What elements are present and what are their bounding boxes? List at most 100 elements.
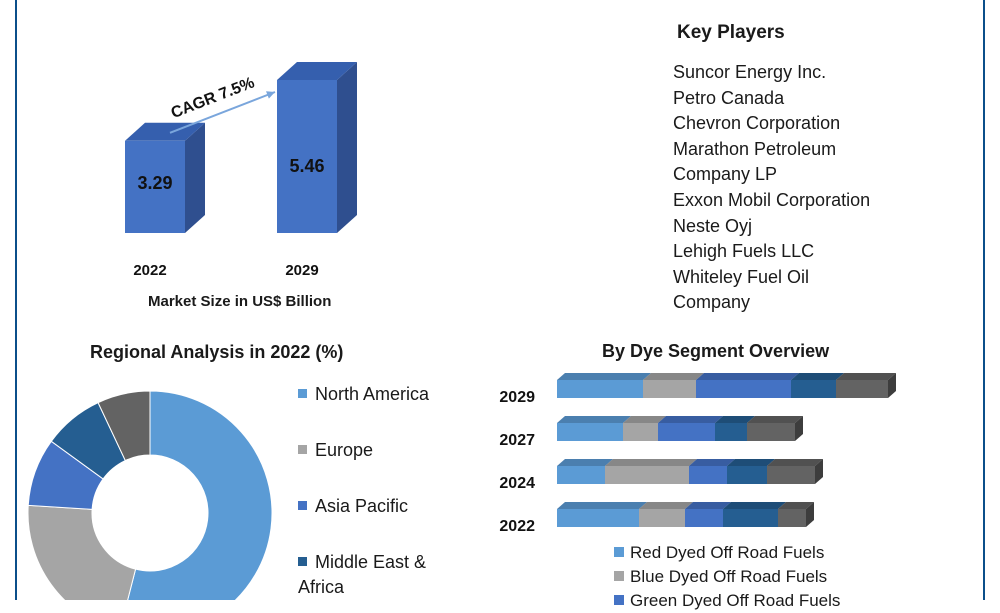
dye-segment-chart: 2029 2027 2024 2022 xyxy=(499,373,896,535)
dye-segment-bar xyxy=(791,380,836,398)
key-player-item: Company LP xyxy=(673,164,778,185)
donut-slice-other xyxy=(97,390,151,462)
dye-segment-top xyxy=(696,373,799,380)
dye-segment-top xyxy=(557,459,613,466)
dye-category-label: 2027 xyxy=(499,432,535,449)
dye-segment-title: By Dye Segment Overview xyxy=(602,341,830,361)
dye-legend-label: Green Dyed Off Road Fuels xyxy=(630,591,841,610)
key-player-item: Suncor Energy Inc. xyxy=(673,62,827,82)
key-player-item: Whiteley Fuel Oil xyxy=(673,266,810,287)
legend-item: Asia Pacific xyxy=(298,494,408,519)
legend-label: North America xyxy=(315,384,430,404)
dye-legend-item: Blue Dyed Off Road Fuels xyxy=(614,565,827,589)
left-border-rule xyxy=(15,0,17,600)
dye-segment-top xyxy=(836,373,896,380)
dye-segment-top xyxy=(778,502,814,509)
dye-segment-top xyxy=(658,416,723,423)
legend-swatch xyxy=(298,501,307,510)
bar-side-2022 xyxy=(185,122,205,233)
dye-legend-label: Blue Dyed Off Road Fuels xyxy=(630,567,828,586)
dye-segment-bar xyxy=(689,466,727,484)
key-player-item: Neste Oyj xyxy=(673,215,753,236)
legend-swatch xyxy=(298,557,307,566)
dye-segment-bar xyxy=(778,509,806,527)
dye-segment-top xyxy=(605,459,697,466)
market-size-chart: 3.29 2022 5.46 2029 CAGR 7.5% xyxy=(125,62,357,279)
dye-segment-bar xyxy=(639,509,685,527)
dye-legend-swatch xyxy=(614,571,624,581)
key-player-item: Lehigh Fuels LLC xyxy=(673,241,815,262)
key-player-item: Petro Canada xyxy=(673,87,785,108)
dye-segment-top xyxy=(623,416,666,423)
bar-2029 xyxy=(277,80,337,233)
dye-legend-swatch xyxy=(614,595,624,605)
dye-segment-bar xyxy=(685,509,723,527)
legend-label: Middle East & Africa xyxy=(298,552,427,597)
dye-segment-bar xyxy=(723,509,778,527)
dye-category-label: 2029 xyxy=(499,389,535,406)
key-players-list: Suncor Energy Inc. Petro Canada Chevron Co… xyxy=(673,60,870,316)
key-player-item: Marathon Petroleum xyxy=(673,138,837,159)
legend-item: Middle East & Africa xyxy=(298,550,426,600)
cagr-arrow xyxy=(169,91,276,134)
legend-label: Europe xyxy=(315,440,374,460)
market-size-caption: Market Size in US$ Billion xyxy=(148,293,332,310)
legend-swatch xyxy=(298,445,307,454)
dye-segment-bar xyxy=(836,380,888,398)
dye-segment-top xyxy=(557,502,647,509)
dye-segment-bar xyxy=(643,380,696,398)
dye-segment-top xyxy=(643,373,704,380)
legend-item: North America xyxy=(298,382,429,407)
key-player-item: Exxon Mobil Corporation xyxy=(673,189,871,210)
right-border-rule xyxy=(983,0,985,600)
bar-category-label: 2022 xyxy=(133,262,166,279)
dye-segment-top xyxy=(767,459,823,466)
dye-bar-end xyxy=(806,502,814,527)
dye-segment-top xyxy=(715,416,755,423)
regional-donut-chart xyxy=(27,390,273,600)
dye-segment-bar xyxy=(557,509,639,527)
dye-segment-bar xyxy=(715,423,747,441)
dye-legend-label: Red Dyed Off Road Fuels xyxy=(630,543,825,562)
dye-segment-top xyxy=(723,502,786,509)
dye-segment-top xyxy=(689,459,735,466)
bar-2022 xyxy=(125,140,185,233)
legend-item: Europe xyxy=(298,438,373,463)
donut-slice-north-america xyxy=(127,390,273,600)
dye-legend-swatch xyxy=(614,547,624,557)
cagr-arrow-head xyxy=(266,91,275,99)
dye-segment-bar xyxy=(767,466,815,484)
dye-segment-bar xyxy=(623,423,658,441)
dye-bar-end xyxy=(815,459,823,484)
dye-segment-top xyxy=(557,416,631,423)
key-players-title: Key Players xyxy=(677,22,785,43)
dye-bar-end xyxy=(795,416,803,441)
dye-bar-end xyxy=(888,373,896,398)
legend-label: Asia Pacific xyxy=(315,496,409,516)
dye-segment-bar xyxy=(557,380,643,398)
bar-value-label: 5.46 xyxy=(289,156,324,176)
dye-segment-top xyxy=(747,416,803,423)
dye-category-label: 2022 xyxy=(499,518,535,535)
key-player-item: Company xyxy=(673,292,751,313)
dye-segment-top xyxy=(791,373,844,380)
dye-segment-top xyxy=(639,502,693,509)
dye-segment-bar xyxy=(727,466,767,484)
dye-segment-bar xyxy=(557,423,623,441)
dye-legend-item: Green Dyed Off Road Fuels xyxy=(614,589,840,613)
dye-segment-top xyxy=(727,459,775,466)
cagr-label: CAGR 7.5% xyxy=(169,74,257,122)
dye-segment-bar xyxy=(747,423,795,441)
dye-segment-bar xyxy=(605,466,689,484)
key-player-item: Chevron Corporation xyxy=(673,113,841,134)
regional-title: Regional Analysis in 2022 (%) xyxy=(90,342,344,362)
dye-segment-top xyxy=(557,373,651,380)
dye-segment-bar xyxy=(658,423,715,441)
legend-swatch xyxy=(298,389,307,398)
dye-segment-bar xyxy=(557,466,605,484)
bar-value-label: 3.29 xyxy=(137,173,172,193)
bar-top-2029 xyxy=(277,62,357,80)
bar-category-label: 2029 xyxy=(285,262,318,279)
dye-legend-item: Red Dyed Off Road Fuels xyxy=(614,541,824,565)
dye-segment-top xyxy=(685,502,731,509)
